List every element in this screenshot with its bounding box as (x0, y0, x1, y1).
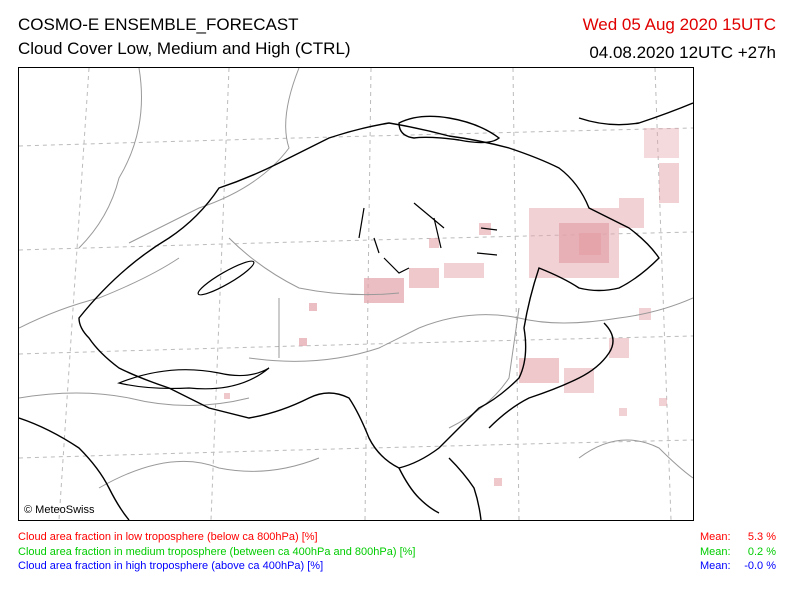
legend-medium-cloud: Cloud area fraction in medium tropospher… (18, 546, 416, 558)
lake-constance (398, 115, 501, 144)
run-time: 04.08.2020 12UTC +27h (589, 43, 776, 62)
legend-high-cloud: Cloud area fraction in high troposphere … (18, 560, 324, 572)
legend-low-cloud: Cloud area fraction in low troposphere (… (18, 531, 318, 543)
mean-medium-label: Mean: (700, 546, 731, 558)
map-canvas (19, 68, 693, 520)
model-title: COSMO-E ENSEMBLE_FORECAST (18, 15, 299, 34)
map-panel: © MeteoSwiss (18, 67, 694, 521)
mean-high-label: Mean: (700, 560, 731, 572)
low-cloud-cover (224, 128, 679, 486)
mean-low-value: 5.3 % (747, 531, 776, 543)
mean-high-value: -0.0 % (744, 560, 776, 572)
valid-time: Wed 05 Aug 2020 15UTC (582, 15, 776, 34)
national-border (19, 102, 693, 520)
mean-low-label: Mean: (700, 531, 731, 543)
mean-medium-value: 0.2 % (747, 546, 776, 558)
product-title: Cloud Cover Low, Medium and High (CTRL) (18, 39, 351, 58)
copyright-label: © MeteoSwiss (24, 504, 95, 516)
lat-lon-grid (19, 68, 693, 520)
